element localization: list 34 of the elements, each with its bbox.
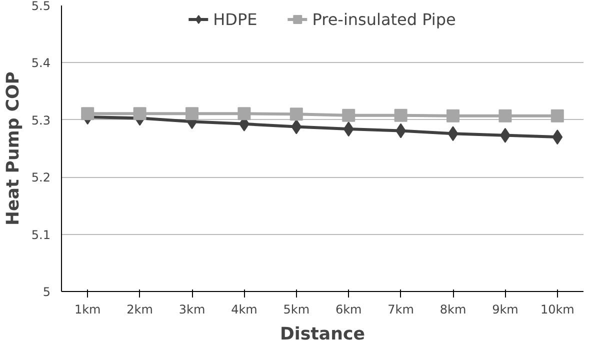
legend-label: Pre-insulated Pipe	[312, 10, 456, 28]
x-tick-label: 5km	[283, 302, 310, 316]
y-tick-label: 5.1	[31, 228, 51, 242]
x-tick-label: 8km	[440, 302, 466, 316]
y-tick-label: 5.5	[31, 0, 51, 13]
x-tick-label: 10km	[540, 302, 574, 316]
legend-label: HDPE	[213, 10, 258, 28]
point	[446, 109, 460, 122]
y-tick-label: 5.4	[31, 56, 51, 70]
point	[133, 107, 146, 120]
x-tick-label: 1km	[74, 302, 101, 316]
point	[448, 126, 458, 142]
point	[342, 108, 356, 122]
y-axis-title: Heat Pump COP	[3, 72, 24, 226]
point	[238, 107, 251, 120]
y-tick-label: 5	[42, 285, 51, 299]
point	[290, 108, 303, 121]
point	[394, 108, 408, 122]
y-tick-label: 5.2	[31, 170, 51, 185]
point	[498, 109, 512, 122]
x-tick-label: 4km	[231, 302, 258, 316]
x-tick-label: 2km	[126, 302, 153, 316]
x-tick-label: 7km	[388, 302, 414, 316]
point	[81, 107, 94, 120]
y-tick-label: 5.3	[31, 113, 51, 128]
x-axis-title: Distance	[280, 324, 365, 344]
point	[343, 122, 354, 137]
point	[552, 130, 563, 145]
x-tick-label: 3km	[178, 302, 206, 316]
x-tick-label: 9km	[492, 302, 518, 316]
point	[550, 109, 564, 122]
point	[291, 119, 302, 134]
point	[186, 107, 198, 120]
x-tick-label: 6km	[335, 302, 362, 316]
